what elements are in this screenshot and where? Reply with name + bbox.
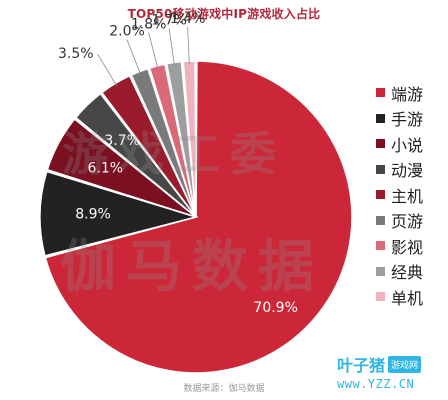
- pie-slice-1: [39, 170, 199, 257]
- legend-label: 经典: [391, 263, 424, 283]
- legend-swatch: [376, 88, 385, 98]
- legend-swatch: [376, 113, 385, 123]
- pie-slice-2: [46, 117, 197, 218]
- leader-line-6: [148, 32, 159, 70]
- pie-slice-0: [44, 60, 353, 374]
- pie-slice-3: [74, 92, 197, 218]
- legend-item-3: 动漫: [376, 157, 446, 183]
- leader-line-5: [126, 39, 141, 75]
- brand-url: www.YZZ.CN: [337, 377, 415, 391]
- legend-item-2: 小说: [376, 131, 446, 157]
- slice-label-3: 3.7%: [104, 133, 140, 149]
- legend-swatch: [376, 164, 385, 174]
- legend-swatch: [376, 266, 385, 276]
- legend-label: 小说: [391, 135, 424, 155]
- legend-item-6: 影视: [376, 233, 446, 259]
- slice-label-4: 3.5%: [58, 46, 94, 62]
- legend-label: 端游: [391, 84, 424, 104]
- slice-label-5: 2.0%: [109, 24, 145, 40]
- slice-label-0: 70.9%: [253, 300, 297, 316]
- data-source: 数据来源：伽马数据: [183, 384, 265, 394]
- legend-label: 页游: [391, 212, 424, 232]
- slice-label-2: 6.1%: [88, 160, 124, 176]
- legend-item-8: 单机: [376, 284, 446, 310]
- legend-label: 影视: [391, 237, 424, 257]
- legend-item-1: 手游: [376, 106, 446, 132]
- leader-line-4: [97, 53, 118, 87]
- legend-label: 手游: [391, 110, 424, 130]
- legend-item-5: 页游: [376, 208, 446, 234]
- brand-tag: 游戏网: [388, 355, 422, 373]
- brand-name: 叶子猪: [337, 356, 386, 375]
- legend-item-4: 主机: [376, 182, 446, 208]
- slice-label-8: 1.4%: [170, 11, 206, 27]
- leader-line-8: [187, 26, 190, 65]
- legend-swatch: [376, 215, 385, 225]
- legend-label: 单机: [391, 288, 424, 308]
- leader-line-7: [168, 28, 175, 66]
- legend-swatch: [376, 139, 385, 149]
- slice-label-1: 8.9%: [75, 207, 111, 223]
- legend-label: 动漫: [391, 161, 424, 181]
- legend-label: 主机: [391, 186, 424, 206]
- chart-title: TOP50移动游戏中IP游戏收入占比: [127, 7, 321, 21]
- legend-item-7: 经典: [376, 259, 446, 285]
- slice-label-6: 1.8%: [131, 17, 167, 33]
- slice-label-7: 1.7%: [151, 13, 187, 29]
- brand-logo: 叶子猪 游戏网 www.YZZ.CN: [337, 352, 445, 394]
- legend-swatch: [376, 292, 385, 302]
- legend-swatch: [376, 190, 385, 200]
- chart-legend: 端游手游小说动漫主机页游影视经典单机: [376, 80, 446, 310]
- legend-item-0: 端游: [376, 80, 446, 106]
- legend-swatch: [376, 241, 385, 251]
